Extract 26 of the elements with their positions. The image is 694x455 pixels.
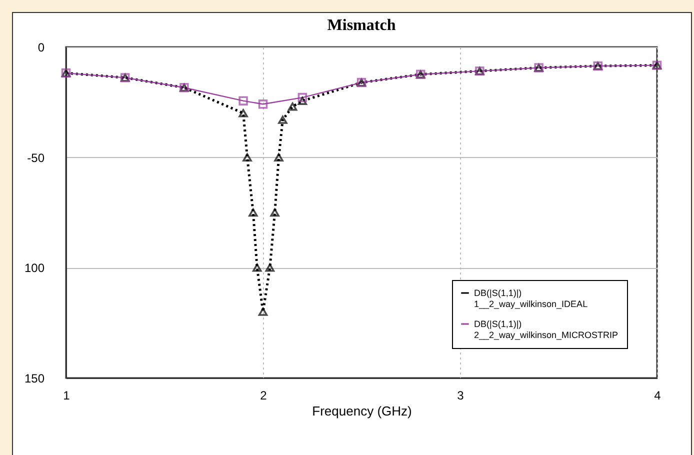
point bbox=[238, 96, 248, 106]
x-tick-label: 4 bbox=[654, 388, 662, 402]
point bbox=[242, 153, 252, 162]
point bbox=[265, 264, 275, 272]
point bbox=[258, 308, 268, 316]
point bbox=[278, 116, 288, 124]
point bbox=[238, 109, 248, 118]
point bbox=[288, 102, 298, 111]
legend-label: DB(|S(1,1)|) 2__2_way_wilkinson_MICROSTRIP bbox=[474, 319, 618, 340]
x-tick-label: 3 bbox=[457, 388, 464, 402]
y-tick-label: 0 bbox=[38, 40, 45, 54]
point bbox=[248, 208, 258, 217]
x-axis-title: Frequency (GHz) bbox=[312, 404, 412, 418]
point bbox=[270, 208, 280, 217]
point bbox=[298, 96, 308, 105]
legend-label: DB(|S(1,1)|) 1__2_way_wilkinson_IDEAL bbox=[474, 288, 588, 309]
point bbox=[258, 100, 268, 109]
y-tick-label: 150 bbox=[24, 372, 45, 386]
chart-title: Mismatch bbox=[327, 17, 396, 34]
x-tick-label: 1 bbox=[63, 388, 70, 402]
point bbox=[274, 153, 284, 162]
y-tick-label: -50 bbox=[27, 150, 45, 165]
point bbox=[252, 264, 262, 272]
x-tick-label: 2 bbox=[260, 388, 268, 402]
point bbox=[298, 92, 308, 102]
y-tick-label: 100 bbox=[24, 261, 45, 276]
